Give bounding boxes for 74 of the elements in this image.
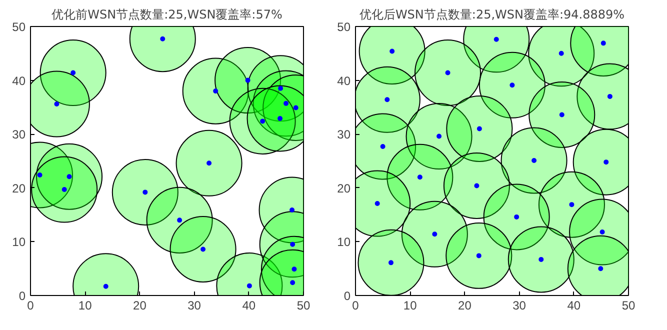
y-tick-label: 30 <box>12 128 26 142</box>
point <box>284 100 289 106</box>
point <box>66 174 72 180</box>
point <box>37 172 42 178</box>
y-tick-label: 10 <box>337 235 351 250</box>
point <box>374 201 380 206</box>
point <box>380 144 386 149</box>
x-tick-label: 20 <box>458 298 472 312</box>
y-tick-label: 30 <box>337 128 351 142</box>
point <box>417 174 422 180</box>
x-tick-label: 20 <box>133 298 147 312</box>
y-tick-label: 40 <box>337 74 351 88</box>
x-tick-label: 10 <box>78 298 92 312</box>
y-tick-label: 20 <box>337 181 351 196</box>
point <box>384 97 390 102</box>
point <box>290 207 295 212</box>
x-tick-label: 30 <box>512 298 526 312</box>
x-tick-label: 0 <box>27 298 34 312</box>
point <box>206 160 212 166</box>
point <box>600 40 606 46</box>
x-tick-label: 40 <box>242 298 256 312</box>
y-tick-label: 10 <box>12 235 26 250</box>
point <box>260 118 266 124</box>
x-tick-label: 50 <box>622 298 636 312</box>
point <box>604 160 609 165</box>
point <box>103 284 108 289</box>
x-tick-label: 40 <box>567 298 581 312</box>
point <box>390 48 395 54</box>
point <box>293 105 298 110</box>
point <box>476 253 482 258</box>
chart-title: 优化前WSN节点数量:25,WSN覆盖率:57% <box>52 8 282 22</box>
point <box>200 246 206 252</box>
point <box>290 280 296 286</box>
y-tick-label: 40 <box>12 74 26 88</box>
chart-title: 优化后WSN节点数量:25,WSN覆盖率:94.8889% <box>359 8 625 22</box>
y-tick-label: 0 <box>344 289 351 303</box>
point <box>532 158 537 163</box>
point <box>445 70 450 76</box>
y-tick-label: 50 <box>12 20 26 34</box>
point <box>62 187 67 192</box>
point <box>436 134 442 139</box>
point <box>388 260 394 266</box>
point <box>54 101 60 106</box>
point <box>474 183 480 188</box>
point <box>432 232 438 237</box>
point <box>607 94 612 99</box>
point <box>290 242 296 247</box>
x-tick-label: 0 <box>352 298 360 312</box>
point <box>558 50 564 56</box>
point <box>569 202 574 208</box>
point <box>177 218 182 223</box>
x-tick-label: 50 <box>296 298 310 312</box>
x-tick-label: 30 <box>188 298 202 312</box>
y-tick-label: 0 <box>18 289 26 303</box>
point <box>142 190 148 195</box>
point <box>598 266 604 272</box>
point <box>476 126 482 132</box>
point <box>245 78 250 83</box>
point <box>70 70 76 76</box>
point <box>160 36 166 42</box>
point <box>600 230 605 235</box>
point <box>510 82 515 88</box>
point <box>278 86 284 91</box>
x-tick-label: 10 <box>403 298 418 312</box>
point <box>246 283 252 288</box>
point <box>538 256 544 262</box>
point <box>514 214 520 220</box>
point <box>494 36 499 42</box>
point <box>278 116 283 121</box>
point <box>213 88 218 94</box>
y-tick-label: 20 <box>12 181 26 196</box>
point <box>292 266 297 272</box>
point <box>559 112 564 118</box>
y-tick-label: 50 <box>337 20 351 34</box>
